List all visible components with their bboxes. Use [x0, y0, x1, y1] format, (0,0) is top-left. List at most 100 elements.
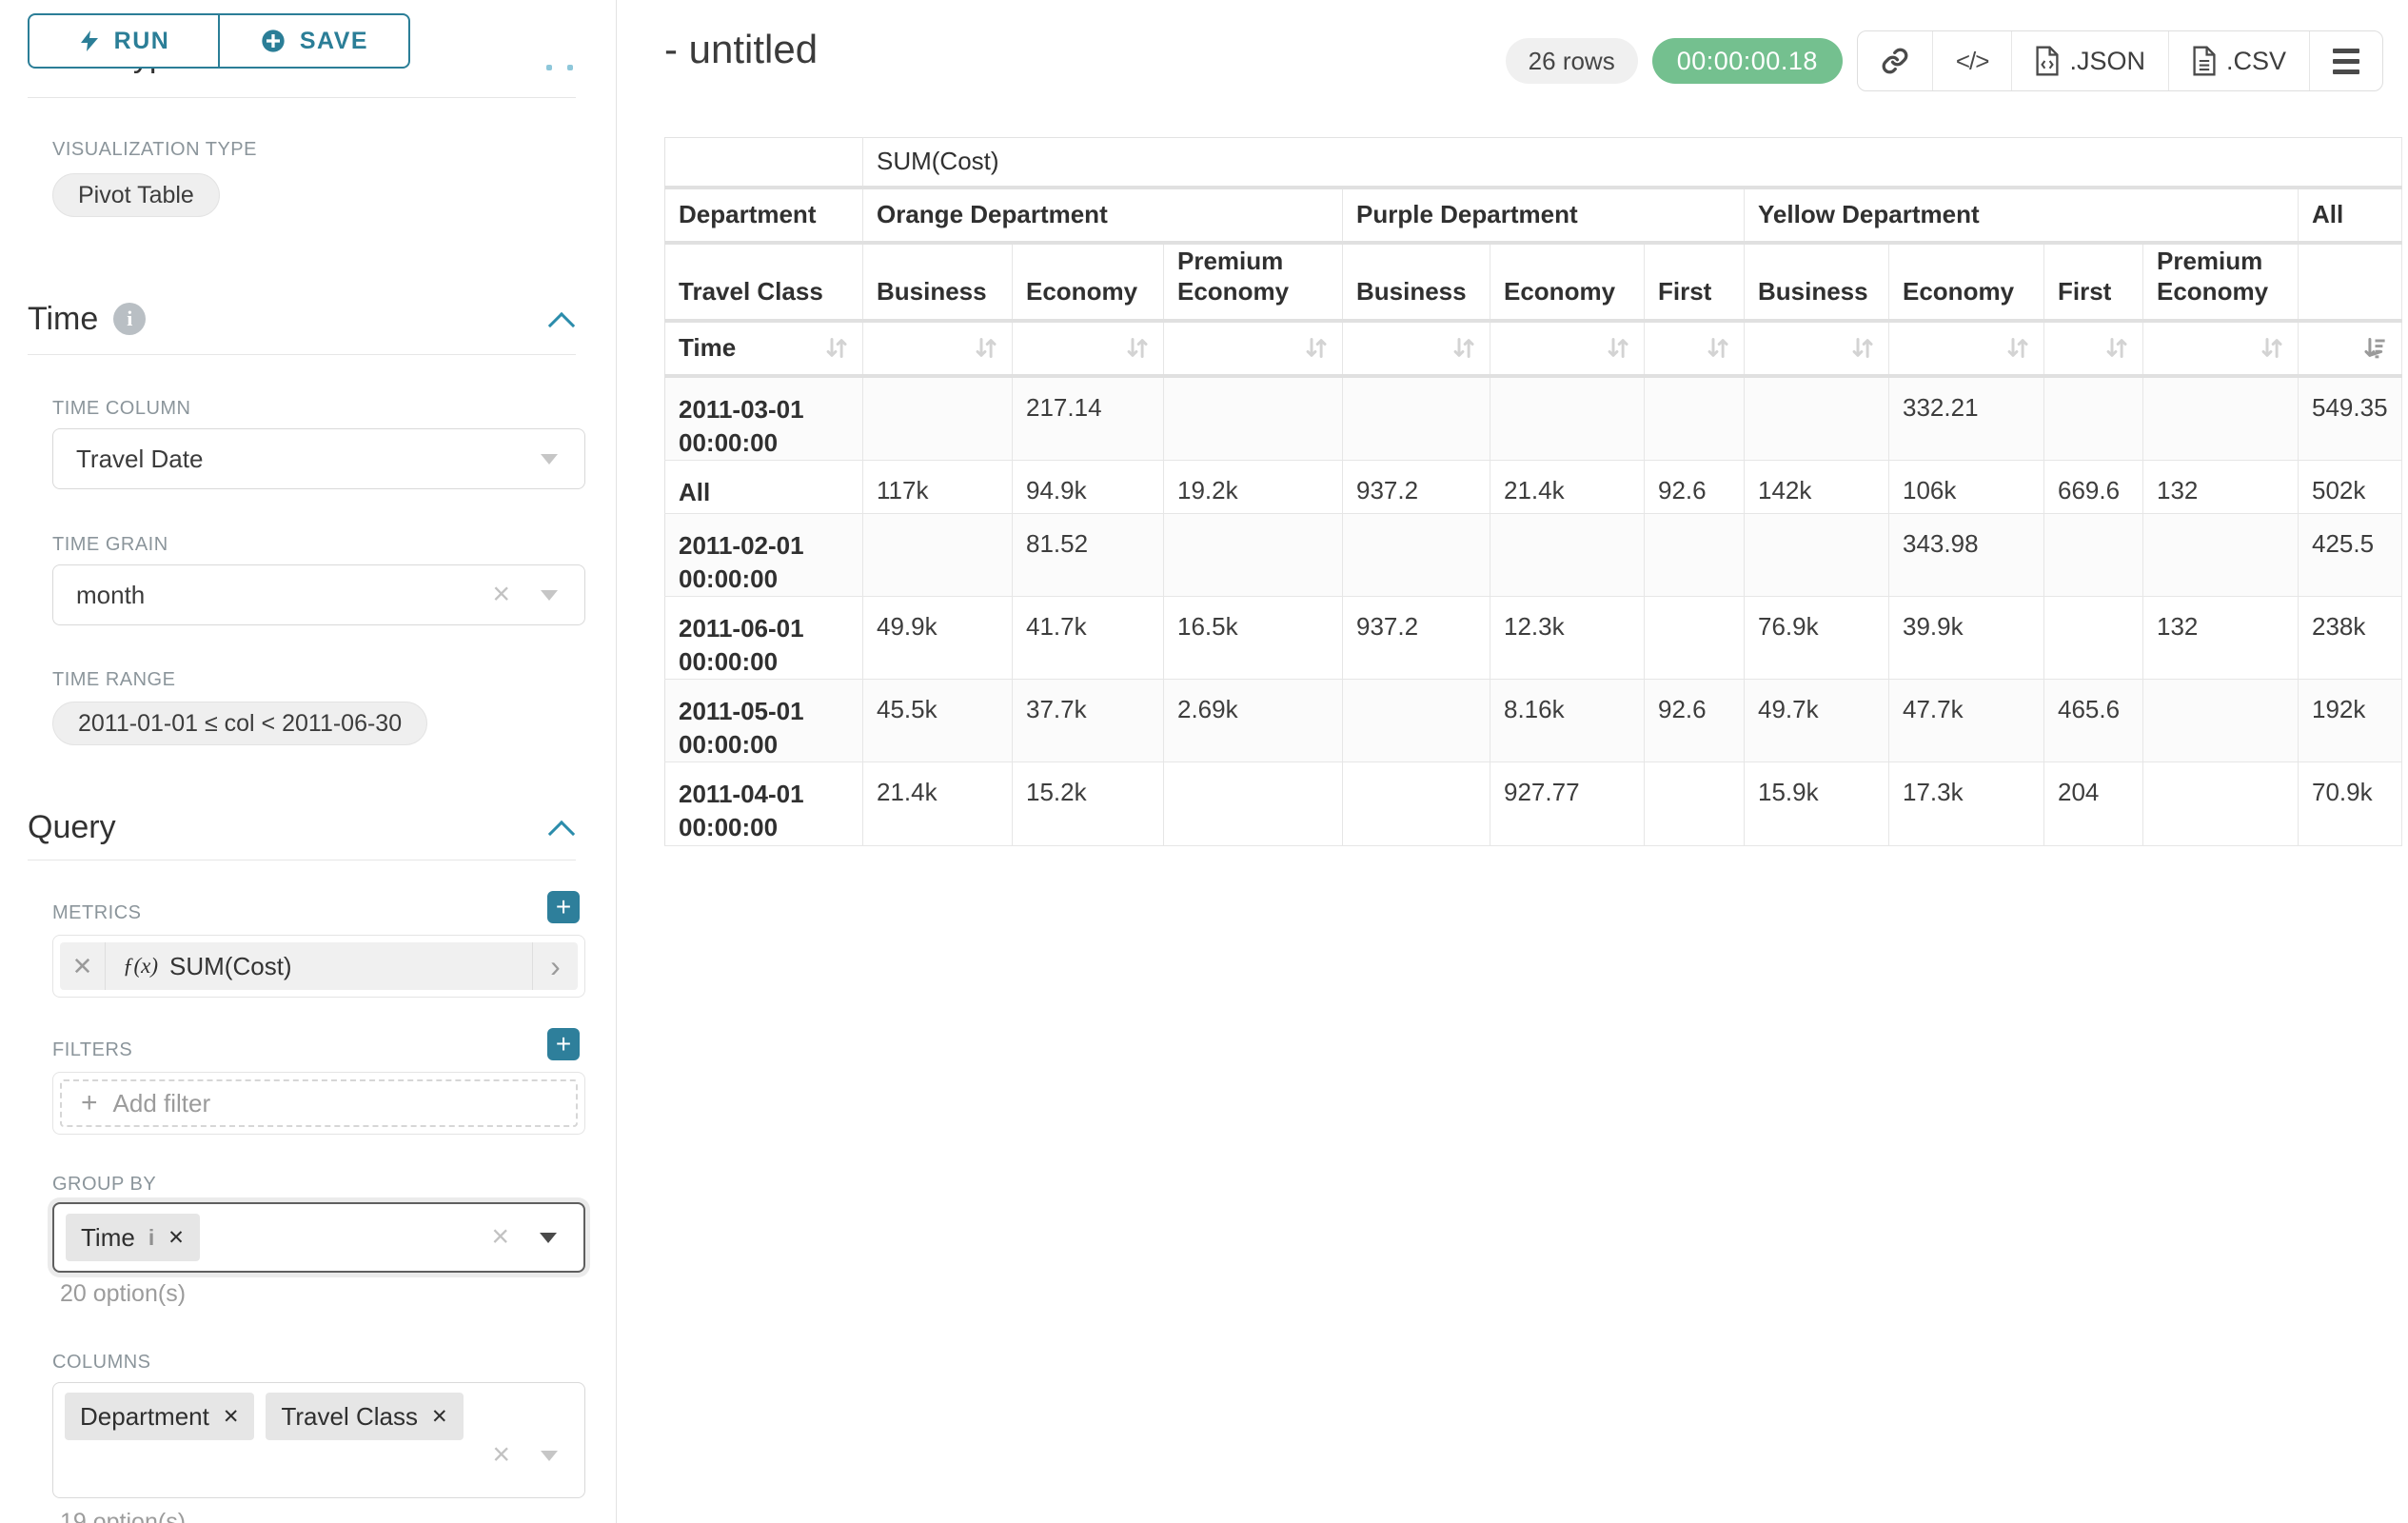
- sort-icon[interactable]: [1303, 335, 1329, 361]
- sort-icon[interactable]: [1124, 335, 1150, 361]
- caret-down-icon: [540, 1233, 557, 1243]
- department-group-header: Purple Department: [1342, 187, 1745, 245]
- remove-metric-icon[interactable]: ✕: [60, 942, 106, 990]
- columns-select[interactable]: Department ✕ Travel Class ✕ ×: [52, 1382, 585, 1498]
- export-toolbar: </> .JSON .CSV: [1856, 30, 2383, 91]
- row-header: 2011-03-01 00:00:00: [664, 375, 863, 461]
- table-row: 2011-05-01 00:00:00 45.5k 37.7k 2.69k 8.16k 9…: [664, 679, 2402, 763]
- lightning-bolt-icon: [78, 27, 101, 55]
- row-header: 2011-06-01 00:00:00: [664, 596, 863, 681]
- table-cell: 937.2: [1342, 460, 1490, 514]
- table-cell: 8.16k: [1490, 679, 1645, 763]
- pivot-table: SUM(Cost) Department Orange Department Purp…: [664, 137, 2402, 847]
- department-group-header: All: [2298, 187, 2402, 245]
- time-range-label: TIME RANGE: [52, 669, 176, 690]
- hamburger-menu-icon: [2333, 48, 2359, 74]
- metric-chip[interactable]: ✕ ƒ(x) SUM(Cost) ›: [60, 942, 578, 990]
- travel-class-header: Premium Economy: [1163, 242, 1343, 323]
- add-metric-button[interactable]: +: [547, 891, 580, 923]
- table-cell: [2142, 513, 2299, 597]
- table-cell: [1644, 513, 1745, 597]
- panel-resize-dots[interactable]: [546, 65, 573, 70]
- clear-icon[interactable]: ×: [491, 1218, 509, 1254]
- department-group-header: Yellow Department: [1744, 187, 2299, 245]
- table-cell: 49.7k: [1744, 679, 1889, 763]
- table-cell: [1644, 762, 1745, 847]
- table-cell: 41.7k: [1012, 596, 1164, 681]
- corner-cell: [664, 137, 863, 189]
- divider: [28, 97, 576, 98]
- save-button[interactable]: SAVE: [219, 13, 410, 69]
- group-by-label: GROUP BY: [52, 1174, 157, 1195]
- travel-class-header: First: [1644, 242, 1745, 323]
- sort-icon[interactable]: [1849, 335, 1875, 361]
- export-csv-button[interactable]: .CSV: [2169, 31, 2310, 90]
- export-json-label: .JSON: [2069, 46, 2145, 75]
- run-button[interactable]: RUN: [28, 13, 219, 69]
- table-cell: 17.3k: [1888, 762, 2044, 847]
- sort-icon[interactable]: [1451, 335, 1476, 361]
- share-link-button[interactable]: [1858, 31, 1933, 90]
- chart-title[interactable]: - untitled: [664, 27, 819, 71]
- travel-class-header: Business: [862, 242, 1013, 323]
- remove-chip-icon[interactable]: ✕: [222, 1405, 240, 1428]
- sort-icon[interactable]: [823, 335, 849, 361]
- travel-class-header: [2298, 242, 2402, 323]
- table-cell: [1342, 762, 1490, 847]
- export-json-button[interactable]: .JSON: [2012, 31, 2169, 90]
- table-cell: 142k: [1744, 460, 1889, 514]
- sort-icon[interactable]: [2004, 335, 2030, 361]
- plus-icon: +: [81, 1087, 98, 1118]
- sort-icon[interactable]: [1705, 335, 1730, 361]
- table-cell: [1163, 762, 1343, 847]
- columns-chip-department[interactable]: Department ✕: [65, 1393, 255, 1440]
- table-cell: 937.2: [1342, 596, 1490, 681]
- table-cell: 669.6: [2043, 460, 2143, 514]
- sort-desc-icon[interactable]: [2362, 335, 2388, 361]
- metric-header-cell: SUM(Cost): [862, 137, 2402, 189]
- query-timer-badge: 00:00:00.18: [1651, 38, 1843, 84]
- remove-chip-icon[interactable]: ✕: [430, 1405, 448, 1428]
- time-grain-label: TIME GRAIN: [52, 534, 168, 555]
- travel-class-header: Economy: [1012, 242, 1164, 323]
- group-by-options-hint: 20 option(s): [60, 1280, 187, 1307]
- clear-icon[interactable]: ×: [492, 576, 510, 611]
- time-column-value: Travel Date: [76, 444, 204, 473]
- sort-icon[interactable]: [973, 335, 998, 361]
- chevron-right-icon[interactable]: ›: [532, 942, 578, 990]
- time-column-select[interactable]: Travel Date: [52, 428, 585, 489]
- menu-button[interactable]: [2310, 31, 2382, 90]
- sort-icon[interactable]: [2259, 335, 2284, 361]
- embed-code-button[interactable]: </>: [1933, 31, 2013, 90]
- time-range-pill[interactable]: 2011-01-01 ≤ col < 2011-06-30: [52, 702, 428, 745]
- table-cell: 2.69k: [1163, 679, 1343, 763]
- clear-icon[interactable]: ×: [492, 1436, 510, 1472]
- travel-class-dim-header: Travel Class: [664, 242, 863, 323]
- travel-class-header: Economy: [1888, 242, 2044, 323]
- table-cell: 15.9k: [1744, 762, 1889, 847]
- chevron-up-icon[interactable]: [547, 820, 576, 848]
- group-by-select[interactable]: Time i ✕ ×: [52, 1202, 585, 1273]
- table-cell: 92.6: [1644, 460, 1745, 514]
- pivot-table-container: SUM(Cost) Department Orange Department Purp…: [664, 137, 2402, 847]
- sort-icon[interactable]: [2103, 335, 2129, 361]
- table-cell: 238k: [2298, 596, 2402, 681]
- group-by-chip-time[interactable]: Time i ✕: [66, 1214, 200, 1261]
- table-cell: 81.52: [1012, 513, 1164, 597]
- add-filter-plus-button[interactable]: +: [547, 1028, 580, 1060]
- time-grain-select[interactable]: month ×: [52, 564, 585, 625]
- time-section-heading: Time i: [28, 301, 147, 338]
- chevron-up-icon[interactable]: [547, 311, 576, 340]
- row-header: 2011-05-01 00:00:00: [664, 679, 863, 763]
- link-icon: [1881, 47, 1909, 75]
- columns-chip-travel-class[interactable]: Travel Class ✕: [266, 1393, 464, 1440]
- remove-chip-icon[interactable]: ✕: [168, 1226, 185, 1249]
- sort-icon[interactable]: [1605, 335, 1630, 361]
- table-cell: 217.14: [1012, 375, 1164, 461]
- add-filter-button[interactable]: + Add filter: [60, 1079, 578, 1127]
- table-cell: [1163, 513, 1343, 597]
- table-row: 2011-03-01 00:00:00 217.14 332.21 549.35: [664, 375, 2402, 461]
- table-cell: 94.9k: [1012, 460, 1164, 514]
- metrics-control: ✕ ƒ(x) SUM(Cost) ›: [52, 935, 585, 998]
- visualization-type-pill[interactable]: Pivot Table: [52, 173, 220, 217]
